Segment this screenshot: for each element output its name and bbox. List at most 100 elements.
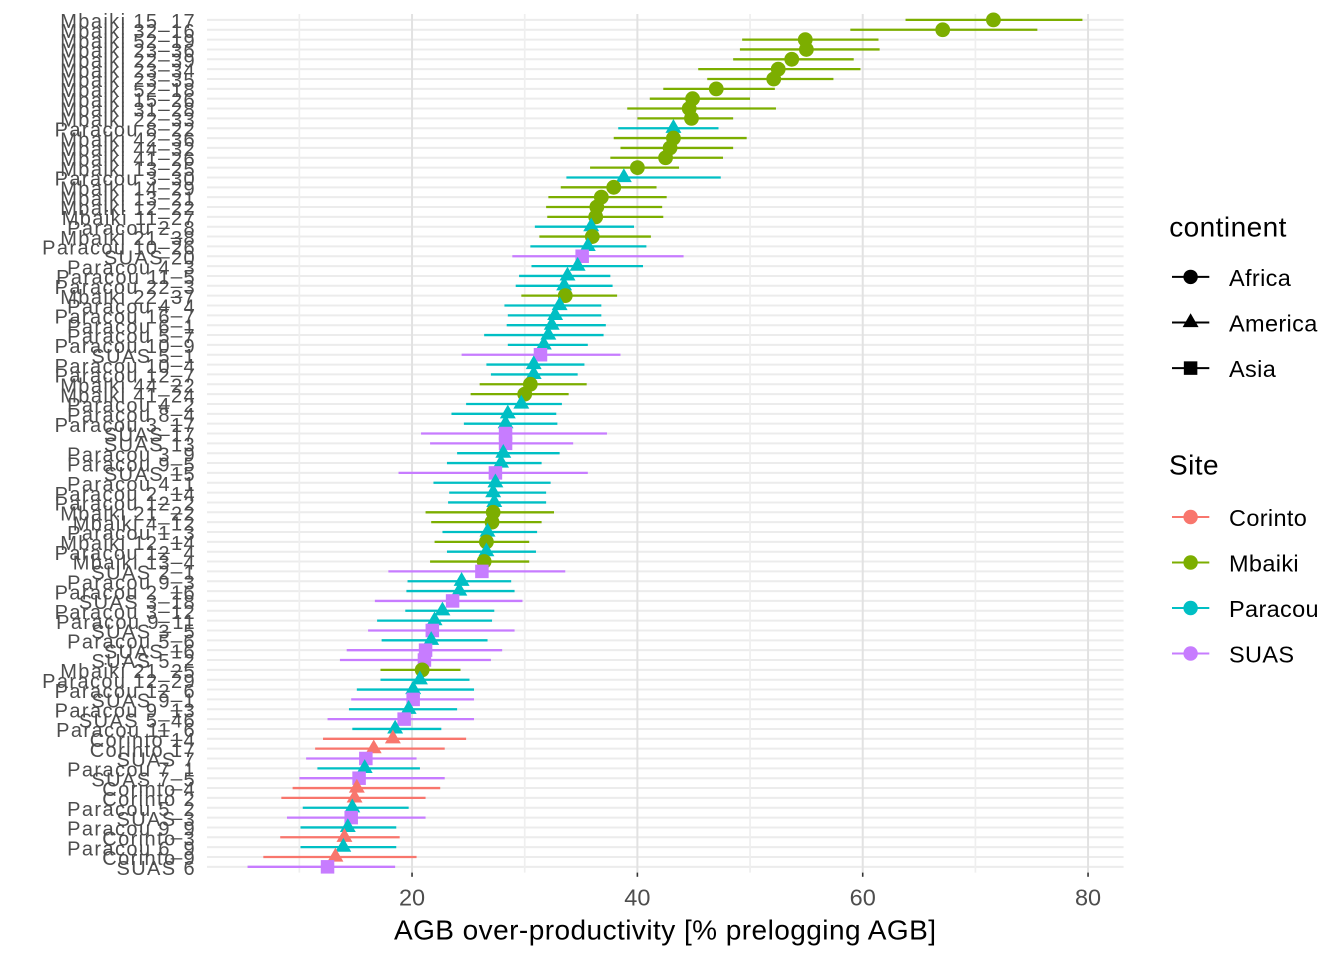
svg-text:Paracou 5_7: Paracou 5_7 (67, 326, 196, 348)
svg-text:Mbaiki 44_22: Mbaiki 44_22 (60, 375, 196, 397)
svg-text:Mbaiki 22_39: Mbaiki 22_39 (60, 50, 196, 72)
svg-text:Paracou 2_8: Paracou 2_8 (67, 218, 196, 240)
svg-text:Paracou 12_4: Paracou 12_4 (55, 543, 196, 565)
svg-text:Corinto 14: Corinto 14 (90, 730, 196, 752)
svg-text:Corinto 3: Corinto 3 (102, 828, 196, 850)
svg-text:Mbaiki 41_26: Mbaiki 41_26 (60, 149, 196, 171)
svg-text:SUAS 20: SUAS 20 (104, 247, 196, 269)
svg-text:Paracou 9_9: Paracou 9_9 (67, 819, 196, 841)
svg-text:AGB over-productivity [% prelo: AGB over-productivity [% prelogging AGB] (394, 914, 936, 945)
svg-text:SUAS 15: SUAS 15 (104, 464, 196, 486)
svg-text:SUAS 5_46: SUAS 5_46 (79, 710, 196, 732)
svg-text:SUAS 13: SUAS 13 (104, 435, 196, 457)
svg-text:Corinto 17: Corinto 17 (90, 740, 196, 762)
svg-text:60: 60 (850, 885, 876, 911)
svg-text:Paracou 12_29: Paracou 12_29 (42, 671, 196, 693)
svg-text:Mbaiki 4_12: Mbaiki 4_12 (73, 513, 196, 535)
svg-text:Paracou 10_26: Paracou 10_26 (42, 238, 196, 260)
svg-text:SUAS 5_2: SUAS 5_2 (91, 651, 196, 673)
svg-text:SUAS 17: SUAS 17 (104, 425, 196, 447)
svg-text:Mbaiki 11_27: Mbaiki 11_27 (62, 208, 196, 230)
svg-text:Mbaiki 12_14: Mbaiki 12_14 (60, 533, 196, 555)
svg-text:Paracou 2_14: Paracou 2_14 (55, 484, 196, 506)
svg-text:Paracou 8_22: Paracou 8_22 (55, 119, 196, 141)
svg-text:SUAS 5_1: SUAS 5_1 (91, 346, 196, 368)
svg-text:Mbaiki 21_25: Mbaiki 21_25 (60, 661, 196, 683)
svg-text:Mbaiki 12_22: Mbaiki 12_22 (60, 198, 196, 220)
svg-text:80: 80 (1075, 885, 1101, 911)
svg-text:SUAS 7_5: SUAS 7_5 (91, 769, 196, 791)
svg-text:Paracou 11_6: Paracou 11_6 (56, 720, 196, 742)
svg-text:Corinto 9: Corinto 9 (102, 848, 196, 870)
svg-text:SUAS: SUAS (1229, 642, 1294, 668)
svg-text:SUAS 3_18: SUAS 3_18 (79, 592, 196, 614)
svg-text:Mbaiki 13_21: Mbaiki 13_21 (60, 188, 196, 210)
svg-text:Site: Site (1169, 450, 1219, 481)
svg-text:SUAS 16: SUAS 16 (104, 641, 196, 663)
svg-text:SUAS 3: SUAS 3 (116, 809, 196, 831)
svg-text:Corinto 2: Corinto 2 (102, 789, 196, 811)
svg-text:Mbaiki 21_22: Mbaiki 21_22 (60, 504, 196, 526)
svg-text:Paracou 8_4: Paracou 8_4 (67, 405, 196, 427)
svg-text:SUAS 3_5: SUAS 3_5 (91, 622, 196, 644)
svg-text:Africa: Africa (1229, 265, 1292, 291)
svg-text:continent: continent (1169, 212, 1287, 243)
svg-text:Paracou 16_7: Paracou 16_7 (55, 307, 196, 329)
svg-text:Mbaiki 23_35: Mbaiki 23_35 (60, 70, 196, 92)
svg-text:Paracou 12_7: Paracou 12_7 (55, 366, 196, 388)
svg-text:Corinto 4: Corinto 4 (102, 779, 196, 801)
svg-text:Paracou 4_3: Paracou 4_3 (67, 257, 196, 279)
svg-text:Paracou 9_11: Paracou 9_11 (56, 612, 196, 634)
svg-text:SUAS 9_1: SUAS 9_1 (91, 691, 196, 713)
svg-text:Mbaiki 42_36: Mbaiki 42_36 (60, 129, 196, 151)
svg-text:Paracou 3_30: Paracou 3_30 (55, 169, 196, 191)
svg-text:America: America (1229, 311, 1318, 337)
svg-text:Corinto: Corinto (1229, 505, 1307, 531)
svg-text:SUAS 6: SUAS 6 (116, 858, 196, 880)
svg-text:Mbaiki 23_34: Mbaiki 23_34 (60, 60, 196, 82)
svg-text:Paracou 9_13: Paracou 9_13 (55, 700, 196, 722)
svg-text:Mbaiki 13_4: Mbaiki 13_4 (73, 553, 196, 575)
svg-text:Mbaiki 41_24: Mbaiki 41_24 (60, 385, 196, 407)
svg-text:Paracou 12_6: Paracou 12_6 (55, 681, 196, 703)
svg-text:Paracou 3_17: Paracou 3_17 (55, 415, 196, 437)
svg-text:Paracou: Paracou (1229, 596, 1319, 622)
svg-text:Paracou 6_9: Paracou 6_9 (67, 838, 196, 860)
svg-text:Paracou 10_4: Paracou 10_4 (55, 356, 196, 378)
svg-text:Paracou 9_5: Paracou 9_5 (67, 454, 196, 476)
svg-text:Paracou 9_3: Paracou 9_3 (67, 572, 196, 594)
svg-text:Paracou 7_1: Paracou 7_1 (67, 760, 196, 782)
svg-text:Mbaiki 15_26: Mbaiki 15_26 (60, 90, 196, 112)
svg-text:Mbaiki 14_29: Mbaiki 14_29 (60, 179, 196, 201)
svg-text:Mbaiki 52_18: Mbaiki 52_18 (60, 80, 196, 102)
svg-text:Paracou 4_2: Paracou 4_2 (67, 395, 196, 417)
svg-text:Mbaiki 13_25: Mbaiki 13_25 (60, 159, 196, 181)
svg-text:Paracou 4_4: Paracou 4_4 (67, 297, 196, 319)
svg-text:Mbaiki 15_17: Mbaiki 15_17 (60, 11, 196, 33)
svg-text:Paracou 3_9: Paracou 3_9 (67, 444, 196, 466)
svg-text:Paracou 11_5: Paracou 11_5 (56, 267, 196, 289)
svg-text:Paracou 12_2: Paracou 12_2 (55, 494, 196, 516)
svg-text:Mbaiki 22_33: Mbaiki 22_33 (60, 110, 196, 132)
svg-text:Mbaiki 52_19: Mbaiki 52_19 (60, 31, 196, 53)
svg-text:Paracou 10_9: Paracou 10_9 (55, 336, 196, 358)
svg-text:Mbaiki 31_28: Mbaiki 31_28 (60, 100, 196, 122)
svg-text:Paracou 5_2: Paracou 5_2 (67, 799, 196, 821)
svg-text:Paracou 1_3: Paracou 1_3 (67, 523, 196, 545)
svg-text:Paracou 3_12: Paracou 3_12 (55, 602, 196, 624)
svg-text:Mbaiki: Mbaiki (1229, 551, 1299, 577)
svg-text:Paracou 2_16: Paracou 2_16 (55, 582, 196, 604)
svg-text:Mbaiki 32_16: Mbaiki 32_16 (60, 21, 196, 43)
svg-text:40: 40 (624, 885, 650, 911)
svg-text:Paracou 6_1: Paracou 6_1 (67, 316, 196, 338)
svg-text:20: 20 (399, 885, 425, 911)
svg-text:Paracou 5_6: Paracou 5_6 (67, 632, 196, 654)
svg-text:SUAS 7: SUAS 7 (116, 750, 196, 772)
svg-text:Paracou 22_3: Paracou 22_3 (55, 277, 196, 299)
svg-text:Paracou 4_1: Paracou 4_1 (67, 474, 196, 496)
svg-text:SUAS 2_1: SUAS 2_1 (91, 563, 196, 585)
svg-text:Asia: Asia (1229, 356, 1277, 382)
svg-text:Mbaiki 44_32: Mbaiki 44_32 (60, 139, 196, 161)
svg-text:Mbaiki 22_37: Mbaiki 22_37 (60, 287, 196, 309)
svg-text:Mbaiki 21_38: Mbaiki 21_38 (60, 228, 196, 250)
